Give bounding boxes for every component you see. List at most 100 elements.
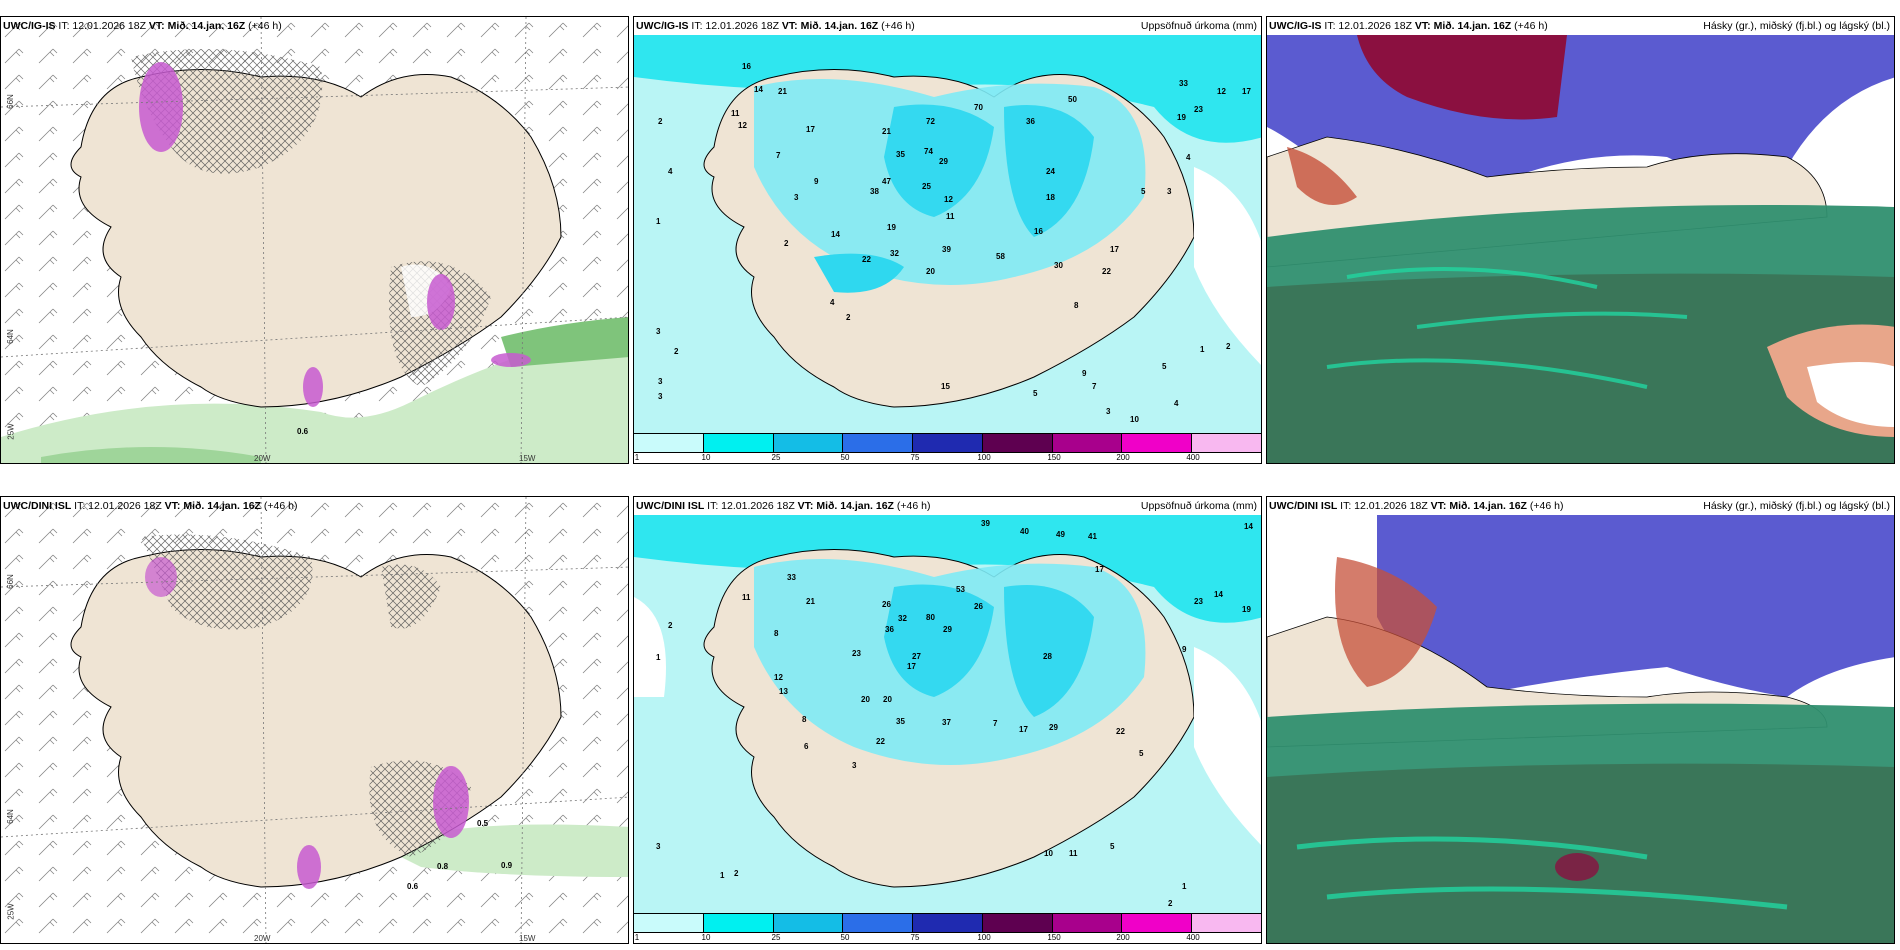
precip-value: 26 <box>974 602 983 611</box>
precip-value: 17 <box>1019 725 1028 734</box>
precip-value: 4 <box>1174 399 1179 408</box>
precip-value: 3 <box>656 327 661 336</box>
precip-value: 2 <box>846 313 851 322</box>
precip-value: 39 <box>942 245 951 254</box>
precip-value: 7 <box>993 719 998 728</box>
precip-value: 21 <box>778 87 787 96</box>
colorbar-ticks: 1 10 25 50 75 100 150 200 400 <box>634 453 1200 462</box>
precip-value: 23 <box>1194 105 1203 114</box>
precip-value: 2 <box>784 239 789 248</box>
colorbar-ticks: 1 10 25 50 75 100 150 200 400 <box>634 933 1200 942</box>
precip-value: 11 <box>742 593 751 602</box>
precip-value: 50 <box>1068 95 1077 104</box>
precip-value: 40 <box>1020 527 1029 536</box>
precip-value: 35 <box>896 717 905 726</box>
precip-value: 2 <box>1226 342 1231 351</box>
precip-value: 20 <box>861 695 870 704</box>
precip-value: 19 <box>1177 113 1186 122</box>
precip-value: 10 <box>1044 849 1053 858</box>
precip-value: 21 <box>882 127 891 136</box>
cloud-map <box>1267 515 1894 943</box>
wind-panel-row2: UWC/DINI ISL IT: 12.01.2026 18Z VT: Mið.… <box>0 496 629 944</box>
precip-value: 21 <box>806 597 815 606</box>
precip-value: 74 <box>924 147 933 156</box>
precip-value: 3 <box>1106 407 1111 416</box>
precip-value: 23 <box>1194 597 1203 606</box>
precip-value: 11 <box>731 109 740 118</box>
wind-value-label: 0.8 <box>437 862 449 871</box>
precip-value: 16 <box>742 62 751 71</box>
precip-value: 38 <box>870 187 879 196</box>
precip-value: 36 <box>1026 117 1035 126</box>
precip-value: 3 <box>656 842 661 851</box>
precip-value: 14 <box>831 230 840 239</box>
lon-label: 15W <box>519 934 536 943</box>
precip-value: 4 <box>1186 153 1191 162</box>
precip-value: 49 <box>1056 530 1065 539</box>
precip-colorbar <box>634 433 1261 453</box>
cloud-panel-header: UWC/IG-IS IT: 12.01.2026 18Z VT: Mið. 14… <box>1269 20 1890 32</box>
precip-value: 5 <box>1139 749 1144 758</box>
precip-value: 29 <box>1049 723 1058 732</box>
precip-value: 14 <box>1214 590 1223 599</box>
precip-value: 3 <box>852 761 857 770</box>
lat-label: 25W <box>6 423 16 440</box>
precip-value: 2 <box>1168 899 1173 908</box>
precip-value: 3 <box>1167 187 1172 196</box>
precip-value: 4 <box>830 298 835 307</box>
precip-colorbar <box>634 913 1261 933</box>
precip-value: 17 <box>806 125 815 134</box>
wind-panel-header: UWC/DINI ISL IT: 12.01.2026 18Z VT: Mið.… <box>3 500 298 512</box>
precip-value: 2 <box>674 347 679 356</box>
precip-map <box>634 515 1261 915</box>
precip-value: 58 <box>996 252 1005 261</box>
precip-value: 32 <box>898 614 907 623</box>
lon-label: 20W <box>254 454 271 463</box>
lat-label: 66N <box>5 94 15 109</box>
precip-value: 53 <box>956 585 965 594</box>
wind-value-label: 0.6 <box>407 882 419 891</box>
precip-value: 12 <box>738 121 747 130</box>
precip-value: 70 <box>974 103 983 112</box>
wind-map <box>1 497 628 943</box>
precip-value: 35 <box>896 150 905 159</box>
precip-value: 3 <box>794 193 799 202</box>
precip-value: 32 <box>890 249 899 258</box>
precip-value: 28 <box>1043 652 1052 661</box>
precip-value: 10 <box>1130 415 1139 424</box>
precip-value: 14 <box>754 85 763 94</box>
precip-panel-header: UWC/DINI ISL IT: 12.01.2026 18Z VT: Mið.… <box>636 500 1257 512</box>
precip-value: 39 <box>981 519 990 528</box>
lat-label: 64N <box>5 329 15 344</box>
wind-panel-header: UWC/IG-IS IT: 12.01.2026 18Z VT: Mið. 14… <box>3 20 282 32</box>
precip-value: 25 <box>922 182 931 191</box>
precip-value: 2 <box>668 621 673 630</box>
precip-value: 15 <box>941 382 950 391</box>
precip-value: 41 <box>1088 532 1097 541</box>
precip-value: 1 <box>1200 345 1205 354</box>
precip-value: 24 <box>1046 167 1055 176</box>
precip-value: 1 <box>720 871 725 880</box>
precip-value: 2 <box>658 117 663 126</box>
precip-value: 2 <box>734 869 739 878</box>
precip-value: 1 <box>656 653 661 662</box>
precip-value: 7 <box>776 151 781 160</box>
wind-map <box>1 17 628 463</box>
precip-value: 5 <box>1162 362 1167 371</box>
precip-value: 16 <box>1034 227 1043 236</box>
lat-label: 25W <box>6 903 16 920</box>
precip-value: 17 <box>1095 565 1104 574</box>
wind-panel-row1: UWC/IG-IS IT: 12.01.2026 18Z VT: Mið. 14… <box>0 16 629 464</box>
wind-value-label: 0.9 <box>501 861 513 870</box>
cloud-panel-row1: UWC/IG-IS IT: 12.01.2026 18Z VT: Mið. 14… <box>1266 16 1895 464</box>
precip-value: 4 <box>668 167 673 176</box>
precip-value: 29 <box>939 157 948 166</box>
lon-label: 20W <box>254 934 271 943</box>
precip-value: 9 <box>1182 645 1187 654</box>
precip-value: 20 <box>926 267 935 276</box>
precip-value: 12 <box>1217 87 1226 96</box>
precip-value: 8 <box>802 715 807 724</box>
precip-value: 36 <box>885 625 894 634</box>
precip-value: 22 <box>1116 727 1125 736</box>
precip-value: 3 <box>658 377 663 386</box>
